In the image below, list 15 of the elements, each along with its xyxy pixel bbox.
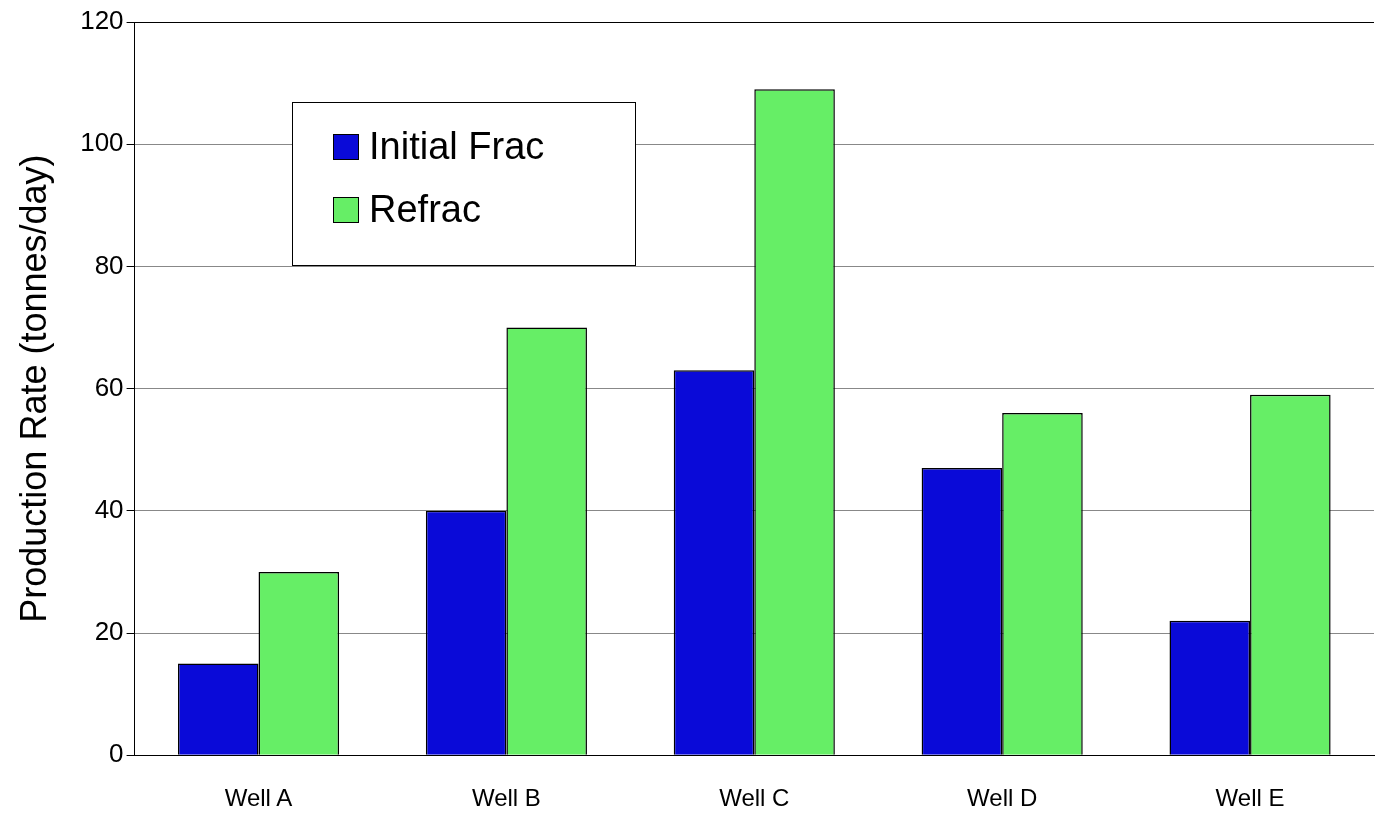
y-tick-label: 100 — [80, 127, 124, 158]
y-tick-label: 120 — [80, 5, 124, 36]
x-tick-label: Well D — [967, 784, 1038, 812]
y-tick-label: 60 — [94, 371, 124, 402]
x-tick-label: Well E — [1215, 784, 1285, 812]
legend-label: Initial Frac — [369, 125, 545, 168]
x-tick-label: Well B — [471, 784, 541, 812]
x-tick-label: Well A — [224, 784, 293, 812]
x-tick-label: Well C — [719, 784, 790, 812]
y-axis-title: Production Rate (tonnes/day) — [12, 154, 54, 623]
legend-label: Refrac — [369, 188, 481, 231]
y-tick-label: 40 — [94, 493, 124, 524]
y-tick-label: 20 — [94, 616, 124, 647]
y-tick-label: 80 — [94, 249, 124, 280]
y-tick-label: 0 — [109, 738, 124, 769]
